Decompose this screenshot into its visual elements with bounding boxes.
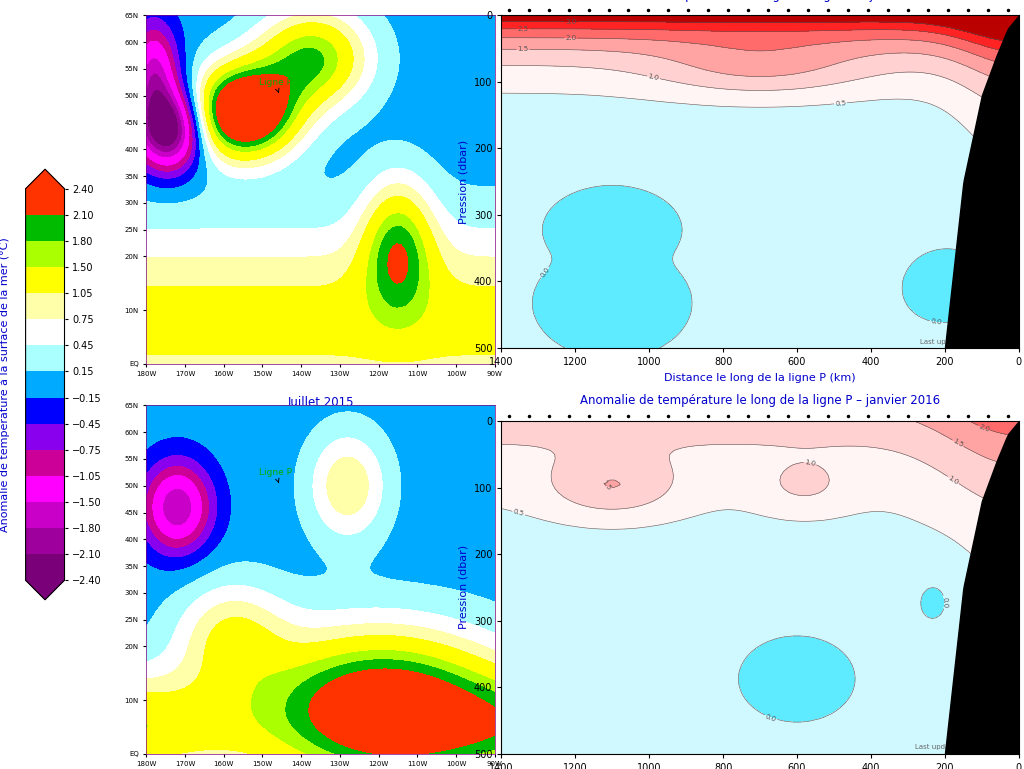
Text: 2.0: 2.0 [565,35,577,41]
PathPatch shape [26,169,65,188]
Text: Anomalie de température à la surface de la mer (°C): Anomalie de température à la surface de … [0,237,10,532]
Text: 1.0: 1.0 [804,459,816,467]
Text: 1.0: 1.0 [647,73,659,82]
Text: Last update: 4th Aug 2015: Last update: 4th Aug 2015 [921,338,1014,345]
Text: 0.0: 0.0 [539,266,551,279]
Y-axis label: Pression (dbar): Pression (dbar) [458,545,468,629]
Text: 1.0: 1.0 [947,474,959,485]
Text: 0.5: 0.5 [513,508,525,518]
X-axis label: Distance le long de la ligne P (km): Distance le long de la ligne P (km) [665,372,856,382]
Text: 0.5: 0.5 [835,100,847,107]
Title: Juillet 2015: Juillet 2015 [287,396,353,409]
Y-axis label: Pression (dbar): Pression (dbar) [458,140,468,224]
Text: 2.5: 2.5 [517,26,528,32]
Text: Last update: 10th Feb. 2016: Last update: 10th Feb. 2016 [914,744,1014,751]
Text: 1.5: 1.5 [951,438,965,448]
Title: Anomalie de température le long de la ligne P – janvier 2016: Anomalie de température le long de la li… [580,394,940,408]
Text: 0.0: 0.0 [942,596,948,608]
Text: Ligne P: Ligne P [258,78,292,92]
Text: 1.5: 1.5 [517,46,528,52]
Text: 2.0: 2.0 [978,423,990,433]
PathPatch shape [26,581,65,600]
Text: 0.0: 0.0 [930,318,942,326]
Text: 0.0: 0.0 [765,713,777,722]
Title: Anomalie de température le long de la ligne P – juillet 2015: Anomalie de température le long de la li… [584,0,936,2]
Text: 1.5: 1.5 [600,479,611,491]
Text: Ligne P: Ligne P [258,468,292,483]
Text: 3.0: 3.0 [565,18,577,25]
